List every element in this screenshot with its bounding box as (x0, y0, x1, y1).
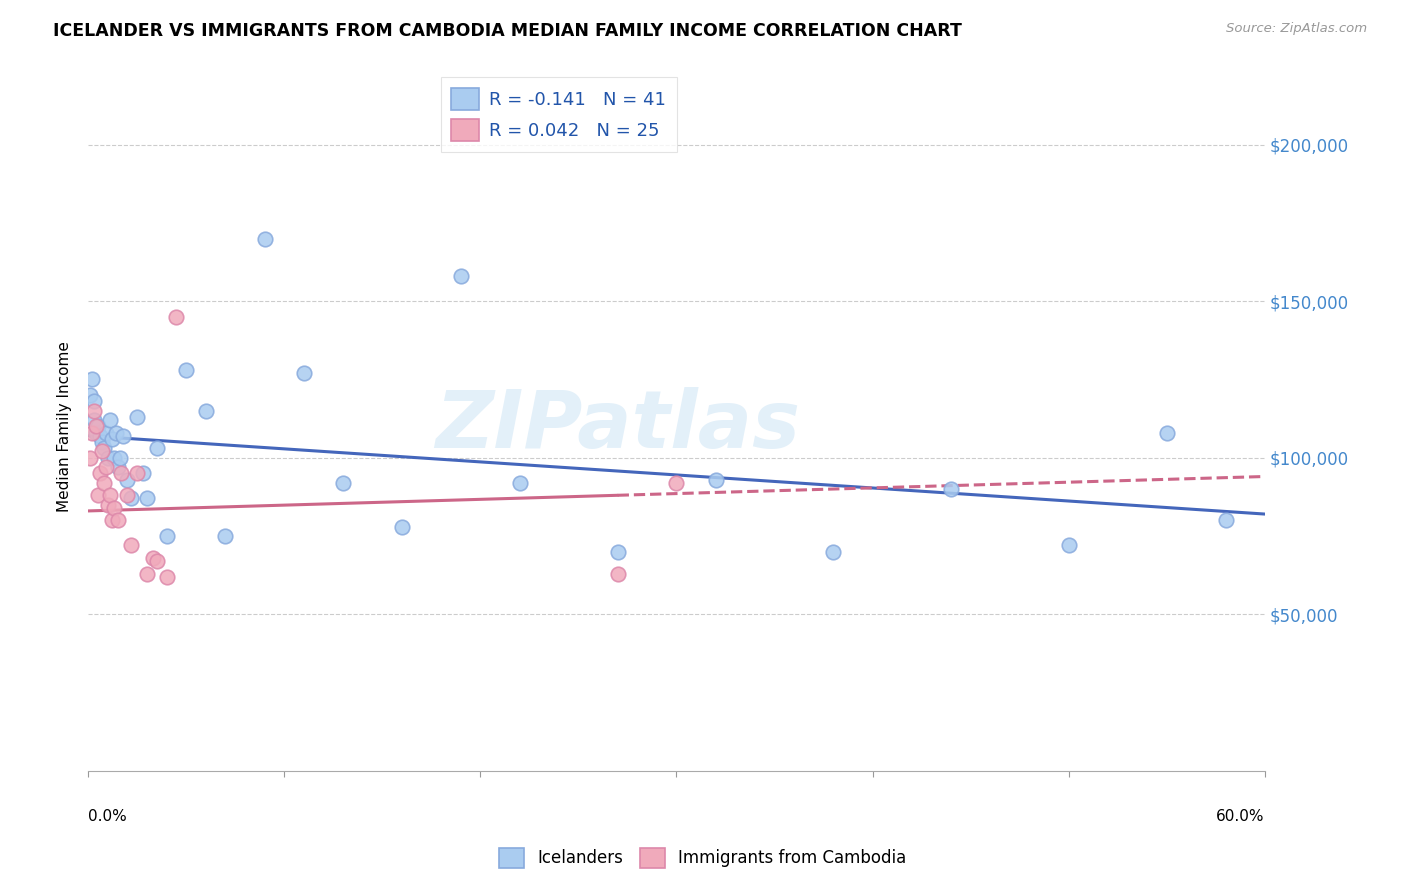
Point (104, 425, 127, 440)
Point (606, 544, 628, 558)
Legend: R = -0.141   N = 41, R = 0.042   N = 25: R = -0.141 N = 41, R = 0.042 N = 25 (440, 78, 678, 153)
Point (665, 475, 688, 490)
Point (1215, 513, 1237, 527)
Point (155, 569, 177, 583)
Point (93, 442, 115, 456)
Point (174, 363, 197, 377)
Point (509, 475, 531, 490)
Point (84, 425, 107, 440)
Point (94, 425, 117, 440)
Point (103, 500, 125, 515)
Point (146, 442, 169, 456)
Point (83, 394, 105, 409)
Point (100, 513, 122, 527)
Point (1156, 425, 1178, 440)
Point (127, 467, 149, 481)
Point (253, 232, 276, 246)
Point (120, 538, 142, 552)
Point (93, 475, 115, 490)
Point (103, 450, 125, 465)
Point (214, 529, 236, 543)
Point (94, 460, 117, 475)
Point (89, 429, 111, 443)
Point (142, 550, 165, 565)
Point (136, 491, 159, 506)
Point (823, 544, 845, 558)
Point (704, 473, 727, 487)
Text: ZIPatlas: ZIPatlas (436, 387, 800, 466)
Text: Source: ZipAtlas.com: Source: ZipAtlas.com (1226, 22, 1367, 36)
Point (87, 419, 110, 434)
Point (606, 566, 628, 581)
Point (194, 404, 217, 418)
Point (146, 554, 169, 568)
Point (120, 491, 142, 506)
Point (90, 435, 112, 450)
Point (80, 425, 103, 440)
Point (90, 444, 112, 458)
Point (155, 529, 177, 543)
Point (136, 566, 159, 581)
Point (117, 488, 139, 502)
Point (80, 372, 103, 386)
Point (391, 519, 413, 533)
Text: 0.0%: 0.0% (89, 808, 127, 823)
Point (107, 460, 129, 475)
Point (97, 498, 120, 512)
Point (127, 410, 149, 425)
Point (292, 366, 315, 380)
Point (87, 488, 110, 502)
Point (117, 473, 139, 487)
Point (83, 413, 105, 427)
Point (132, 467, 155, 481)
Point (89, 467, 111, 481)
Point (100, 432, 122, 446)
Point (939, 482, 962, 496)
Point (108, 450, 131, 465)
Point (112, 429, 135, 443)
Point (98, 413, 121, 427)
Text: 60.0%: 60.0% (1216, 808, 1265, 823)
Point (83, 404, 105, 418)
Point (79, 450, 101, 465)
Legend: Icelanders, Immigrants from Cambodia: Icelanders, Immigrants from Cambodia (492, 841, 914, 875)
Point (84, 419, 107, 434)
Text: ICELANDER VS IMMIGRANTS FROM CAMBODIA MEDIAN FAMILY INCOME CORRELATION CHART: ICELANDER VS IMMIGRANTS FROM CAMBODIA ME… (53, 22, 962, 40)
Point (110, 467, 132, 481)
Y-axis label: Median Family Income: Median Family Income (58, 341, 72, 512)
Point (165, 310, 187, 324)
Point (79, 388, 101, 402)
Point (98, 488, 121, 502)
Point (450, 269, 472, 284)
Point (1057, 538, 1080, 552)
Point (107, 513, 129, 527)
Point (332, 475, 354, 490)
Point (97, 450, 120, 465)
